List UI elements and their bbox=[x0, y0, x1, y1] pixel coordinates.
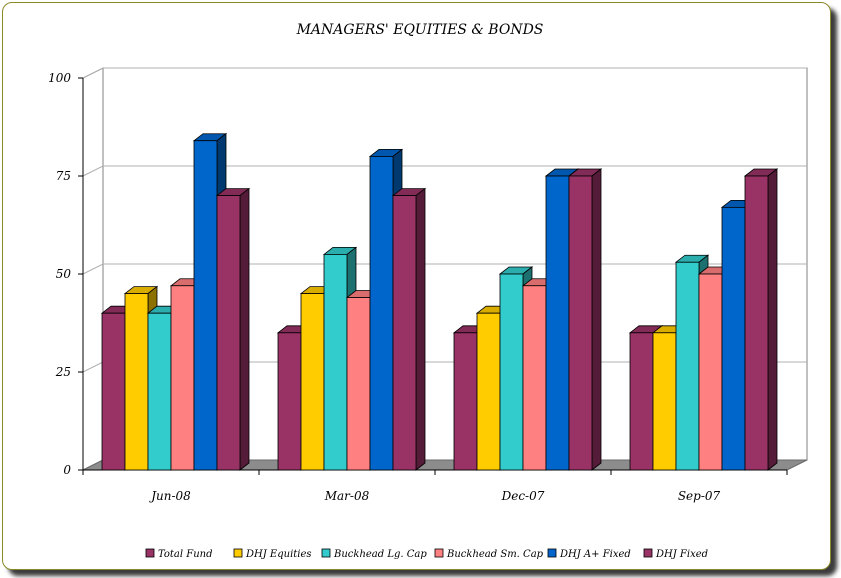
y-tick-label: 0 bbox=[63, 463, 71, 477]
gridline bbox=[82, 165, 807, 177]
bar-front bbox=[300, 293, 325, 471]
bar-front bbox=[170, 285, 195, 471]
bar-front bbox=[392, 195, 417, 471]
bar-front bbox=[629, 332, 654, 471]
legend-item: DHJ Fixed bbox=[643, 548, 708, 560]
gridline bbox=[82, 67, 807, 79]
legend-swatch bbox=[547, 548, 557, 558]
bar-front bbox=[453, 332, 478, 471]
legend-label: DHJ Equities bbox=[245, 549, 312, 560]
x-tick-label: Mar-08 bbox=[324, 489, 370, 503]
bar-front bbox=[124, 293, 149, 471]
legend-label: DHJ Fixed bbox=[655, 549, 708, 560]
bar-front bbox=[744, 175, 769, 471]
legend-label: DHJ A+ Fixed bbox=[559, 549, 631, 560]
legend-swatch bbox=[145, 548, 155, 558]
chart-title: MANAGERS' EQUITIES & BONDS bbox=[296, 22, 544, 38]
bar bbox=[391, 187, 427, 471]
bar-front bbox=[101, 312, 126, 471]
y-tick-label: 50 bbox=[56, 267, 72, 281]
legend-swatch bbox=[233, 548, 243, 558]
y-tick-label: 75 bbox=[56, 169, 71, 183]
legend-label: Total Fund bbox=[158, 549, 213, 560]
bar-front bbox=[652, 332, 677, 471]
bar-front bbox=[323, 253, 348, 471]
bar-side bbox=[415, 187, 426, 471]
legend-item: DHJ A+ Fixed bbox=[547, 548, 631, 560]
bar-front bbox=[476, 312, 501, 471]
legend-item: Buckhead Sm. Cap bbox=[434, 548, 544, 560]
bar-front bbox=[721, 206, 746, 471]
bar-front bbox=[369, 155, 394, 471]
bar-front bbox=[277, 332, 302, 471]
legend-item: Total Fund bbox=[145, 548, 213, 560]
bar-front bbox=[346, 297, 371, 471]
bar-front bbox=[545, 175, 570, 471]
bar-side bbox=[767, 168, 778, 471]
bar-front bbox=[522, 285, 547, 471]
bar bbox=[567, 168, 603, 471]
legend-item: DHJ Equities bbox=[233, 548, 312, 560]
bar-front bbox=[499, 273, 524, 471]
legend-swatch bbox=[434, 548, 444, 558]
bar-front bbox=[216, 195, 241, 471]
bar-front bbox=[568, 175, 593, 471]
legend-swatch bbox=[643, 548, 653, 558]
plot-area: 0 25 50 75 100 Jun-08 Mar-08 Dec-07 Sep-07 bbox=[48, 67, 808, 503]
legend: Total Fund DHJ Equities Buckhead Lg. Cap Bu… bbox=[145, 548, 708, 560]
bar-front bbox=[193, 140, 218, 471]
x-tick-label: Jun-08 bbox=[148, 489, 191, 503]
bar-front bbox=[675, 261, 700, 471]
x-tick-label: Dec-07 bbox=[501, 489, 545, 503]
bar-front bbox=[698, 273, 723, 471]
bar-front bbox=[147, 312, 172, 471]
legend-label: Buckhead Lg. Cap bbox=[333, 549, 427, 560]
y-tick-label: 25 bbox=[55, 365, 71, 379]
bar-side bbox=[591, 168, 602, 471]
bar-side bbox=[239, 187, 250, 471]
y-tick-label: 100 bbox=[48, 71, 71, 85]
legend-label: Buckhead Sm. Cap bbox=[446, 549, 544, 560]
bar bbox=[743, 168, 779, 471]
x-tick-label: Sep-07 bbox=[678, 489, 721, 503]
legend-item: Buckhead Lg. Cap bbox=[321, 548, 427, 560]
bar bbox=[215, 187, 251, 471]
legend-swatch bbox=[321, 548, 331, 558]
